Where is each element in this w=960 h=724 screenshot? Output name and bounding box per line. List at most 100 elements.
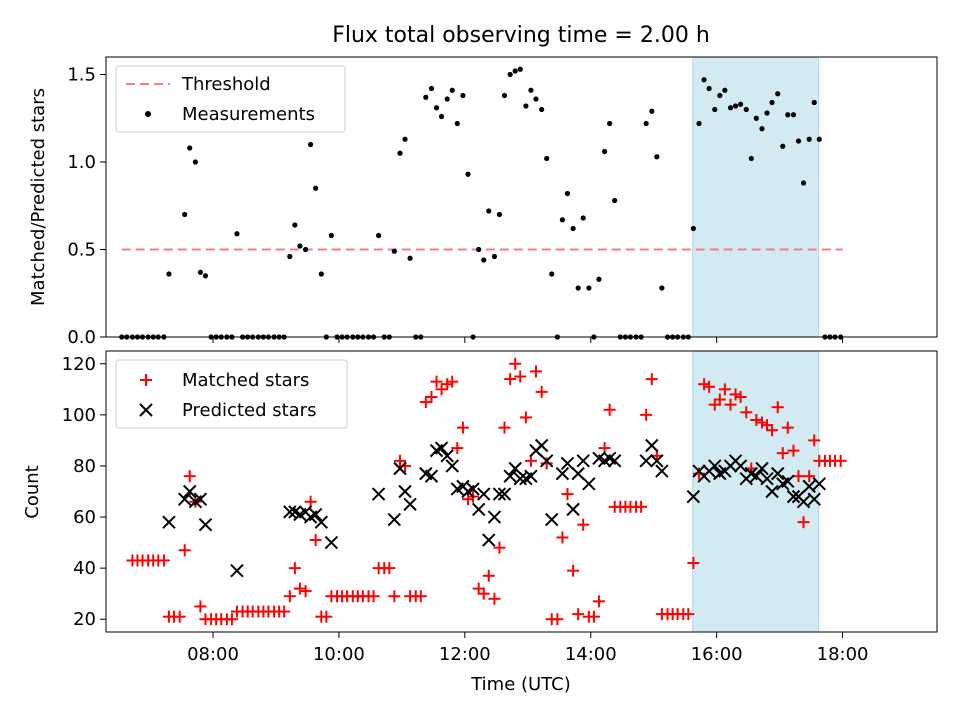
measurement-point [806, 136, 812, 142]
bottom-x-tick-label: 14:00 [565, 644, 617, 665]
matched-star-point [776, 447, 789, 460]
predicted-star-point [487, 510, 502, 524]
measurement-point [753, 115, 759, 121]
bottom-x-axis: 08:00 10:00 12:00 14:00 16:00 18:00 [187, 632, 869, 665]
measurement-point [302, 246, 309, 253]
predicted-star-point [650, 454, 664, 468]
predicted-star-point [314, 515, 329, 529]
top-y-tick-label: 0.0 [67, 327, 96, 348]
predicted-star-point [513, 472, 527, 486]
matched-star-point [320, 610, 333, 623]
measurement-point [234, 231, 240, 237]
matched-star-point [529, 365, 542, 378]
predicted-star-point [324, 535, 339, 550]
matched-star-point [225, 613, 238, 626]
matched-star-point [687, 557, 700, 570]
predicted-star-point [545, 512, 559, 527]
measurement-point [816, 136, 822, 142]
predicted-star-point [733, 459, 748, 473]
predicted-star-point [807, 492, 821, 506]
matched-star-point [808, 434, 821, 447]
bottom-y-tick-label: 120 [62, 354, 96, 375]
matched-star-point [703, 380, 716, 393]
predicted-star-point [607, 454, 622, 468]
bottom-panel: 20 40 60 80 100 120 08:00 10:00 12:00 14:00 16:00… [22, 350, 938, 695]
predicted-star-point [760, 472, 774, 486]
predicted-star-point [576, 454, 590, 468]
predicted-star-point [524, 469, 538, 483]
measurement-point [769, 99, 775, 106]
predicted-star-point [434, 441, 449, 455]
matched-star-point [535, 385, 548, 398]
matched-star-point [178, 544, 191, 557]
matched-star-point [635, 500, 648, 513]
matched-star-point [388, 590, 401, 603]
predicted-star-point [639, 454, 653, 468]
predicted-star-point [387, 512, 402, 527]
matched-star-point [734, 390, 747, 403]
bottom-y-tick-label: 40 [73, 558, 96, 579]
predicted-star-point [403, 497, 417, 511]
matched-star-point [766, 424, 779, 437]
measurement-point [696, 120, 702, 127]
measurement-point [559, 217, 566, 223]
measurement-point [465, 171, 471, 177]
top-y-tick-label: 0.5 [67, 240, 96, 261]
matched-star-point [708, 398, 721, 411]
predicted-star-point [560, 456, 575, 471]
matched-star-point [567, 564, 580, 577]
matched-star-point [572, 608, 585, 621]
matched-star-point [561, 488, 574, 501]
measurement-point [428, 85, 435, 92]
measurement-point [308, 141, 314, 148]
predicted-star-point [771, 466, 785, 481]
bottom-x-tick-label: 10:00 [313, 644, 365, 665]
measurement-point [722, 87, 728, 93]
bottom-x-tick-label: 16:00 [691, 644, 743, 665]
measurement-point [759, 126, 765, 132]
measurement-point [564, 190, 571, 197]
measurement-point [643, 120, 649, 127]
bottom-y-tick-label: 20 [73, 609, 96, 630]
measurement-point [517, 66, 523, 72]
bottom-x-tick-label: 12:00 [439, 644, 491, 665]
bottom-plot-frame [105, 350, 938, 633]
measurement-point [612, 197, 618, 204]
measurement-point [523, 103, 529, 109]
predicted-star-point [655, 464, 669, 478]
measurement-point [586, 285, 592, 291]
measurement-point [202, 273, 209, 279]
matched-star-point [482, 569, 495, 582]
matched-star-point [173, 610, 186, 623]
matched-star-point [430, 375, 443, 388]
measurement-point [507, 71, 513, 78]
matched-star-point [456, 421, 469, 434]
measurement-point [659, 285, 665, 291]
bottom-y-tick-label: 100 [62, 405, 96, 426]
measurement-point [743, 106, 749, 113]
measurement-point [328, 232, 334, 239]
legend-matched-swatch [140, 374, 152, 386]
predicted-star-point [539, 454, 554, 468]
predicted-star-point [796, 495, 811, 509]
measurement-point [795, 138, 802, 144]
measurement-point [544, 155, 550, 162]
measurement-point [460, 92, 466, 99]
measurement-point [313, 185, 319, 191]
measurement-point [533, 96, 539, 102]
predicted-star-point [534, 438, 549, 453]
measurement-point [486, 208, 492, 214]
measurement-point [712, 106, 718, 113]
matched-star-point [693, 467, 706, 480]
bottom-y-axis: 20 40 60 80 100 120 [62, 354, 106, 630]
predicted-star-point [781, 474, 795, 488]
matched-star-point [724, 398, 737, 411]
predicted-star-point [471, 502, 486, 517]
top-legend: Threshold Measurements [115, 65, 346, 133]
matched-star-point [293, 582, 306, 595]
matched-star-point [472, 582, 485, 595]
matched-star-point [435, 383, 448, 396]
measurement-point [449, 87, 455, 93]
matched-star-point [556, 531, 569, 544]
